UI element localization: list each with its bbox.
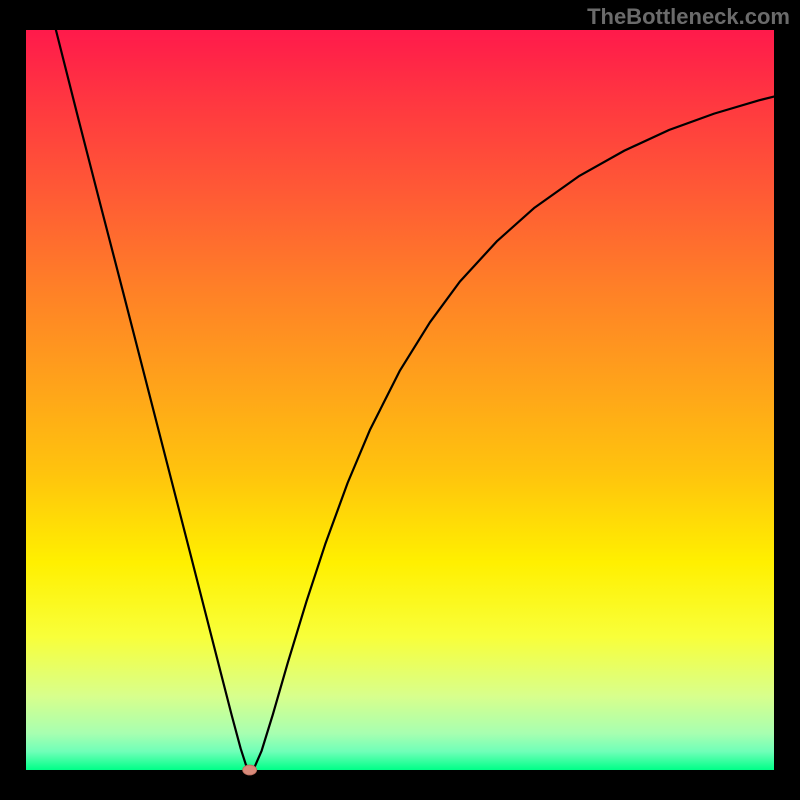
optimal-marker [243,765,257,775]
chart-svg [0,0,800,800]
watermark-text: TheBottleneck.com [587,4,790,30]
bottleneck-chart: TheBottleneck.com [0,0,800,800]
plot-gradient-background [26,30,774,770]
